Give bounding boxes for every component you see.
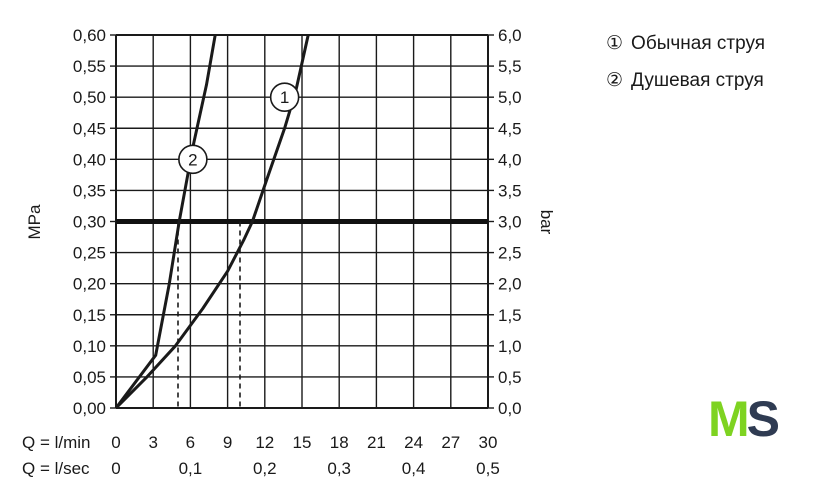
y-right-axis-label: bar — [537, 210, 556, 235]
x-tick-label-lsec: 0 — [111, 459, 120, 478]
legend-item-2: ② Душевая струя — [606, 69, 764, 92]
y-right-tick-label: 4,5 — [498, 119, 522, 138]
x-tick-label-lmin: 21 — [367, 433, 386, 452]
x-tick-label-lsec: 0,5 — [476, 459, 500, 478]
x-tick-label-lmin: 24 — [404, 433, 423, 452]
x-axis-label-lsec: Q = l/sec — [22, 459, 90, 478]
y-left-tick-label: 0,60 — [73, 26, 106, 45]
y-right-tick-label: 5,0 — [498, 88, 522, 107]
y-right-ticks: 0,0 0,5 1,0 1,5 2,0 2,5 3,0 3,5 4,0 4,5 5,0 5,5 6,0 — [498, 26, 522, 418]
y-right-tick-label: 4,0 — [498, 150, 522, 169]
y-right-tick-label: 1,0 — [498, 337, 522, 356]
y-right-tick-label: 1,5 — [498, 306, 522, 325]
y-left-axis-label: MPa — [25, 204, 44, 240]
x-tick-label-lsec: 0,1 — [179, 459, 203, 478]
series-line-1 — [114, 34, 310, 410]
y-left-tick-label: 0,55 — [73, 57, 106, 76]
legend-marker-1: ① — [606, 33, 624, 54]
series-marker-circle-2 — [178, 144, 208, 175]
y-left-tick-label: 0,05 — [73, 368, 106, 387]
y-right-tick-label: 0,0 — [498, 399, 522, 418]
x-tick-label-lmin: 3 — [148, 433, 157, 452]
x-tick-label-lmin: 30 — [479, 433, 498, 452]
x-tick-label-lsec: 0,3 — [327, 459, 351, 478]
logo-letter-m: M — [708, 391, 750, 447]
series-marker-label-1: 1 — [280, 88, 289, 107]
y-right-tick-label: 0,5 — [498, 368, 522, 387]
x-tick-label-lsec: 0,2 — [253, 459, 277, 478]
y-left-tick-label: 0,10 — [73, 337, 106, 356]
legend-label-1: Обычная струя — [631, 33, 766, 54]
x-tick-label-lmin: 15 — [293, 433, 312, 452]
y-left-ticks: 0,00 0,05 0,10 0,15 0,20 0,25 0,30 0,35 0,40 0,45… — [73, 26, 106, 418]
x-ticks-lmin: 0 3 6 9 12 15 18 21 24 27 30 — [111, 433, 497, 452]
y-right-tick-label: 2,0 — [498, 275, 522, 294]
x-tick-label-lmin: 9 — [223, 433, 232, 452]
series-marker-circle-1 — [269, 82, 300, 112]
legend-label-2: Душевая струя — [631, 70, 764, 91]
x-tick-label-lmin: 18 — [330, 433, 349, 452]
y-left-tick-label: 0,15 — [73, 306, 106, 325]
y-right-tick-label: 3,0 — [498, 213, 522, 232]
y-left-tick-label: 0,00 — [73, 399, 106, 418]
y-left-tick-label: 0,50 — [73, 88, 106, 107]
x-tick-label-lmin: 27 — [441, 433, 460, 452]
y-right-tick-label: 5,5 — [498, 57, 522, 76]
series-marker-label-2: 2 — [188, 150, 197, 169]
y-right-tick-label: 6,0 — [498, 26, 522, 45]
y-left-tick-label: 0,25 — [73, 244, 106, 263]
y-left-tick-label: 0,35 — [73, 181, 106, 200]
legend-marker-2: ② — [606, 70, 624, 91]
y-left-tick-label: 0,20 — [73, 275, 106, 294]
chart-series: 12 — [114, 34, 310, 410]
y-right-tick-label: 2,5 — [498, 244, 522, 263]
x-tick-label-lmin: 6 — [186, 433, 195, 452]
x-tick-label-lmin: 12 — [255, 433, 274, 452]
series-line-2 — [114, 34, 217, 409]
x-tick-label-lmin: 0 — [111, 433, 120, 452]
legend-item-1: ① Обычная струя — [606, 32, 765, 55]
ms-logo: MS — [708, 391, 780, 447]
flow-dashed-markers — [177, 221, 241, 408]
x-tick-label-lsec: 0,4 — [402, 459, 426, 478]
x-ticks-lsec: 0 0,1 0,2 0,3 0,4 0,5 — [111, 459, 500, 478]
y-left-tick-label: 0,45 — [73, 119, 106, 138]
x-axis-label-lmin: Q = l/min — [22, 433, 91, 452]
y-left-tick-label: 0,30 — [73, 213, 106, 232]
logo-letter-s: S — [746, 391, 780, 447]
y-right-tick-label: 3,5 — [498, 181, 522, 200]
y-left-tick-label: 0,40 — [73, 150, 106, 169]
